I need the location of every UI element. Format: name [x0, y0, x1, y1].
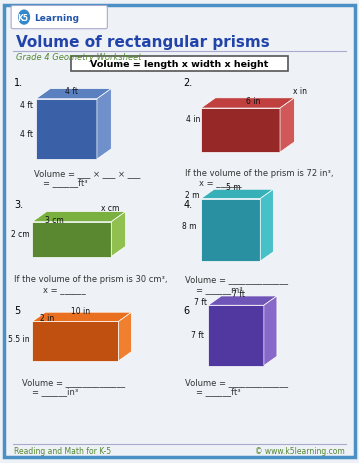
- Text: Volume = ______________: Volume = ______________: [22, 377, 125, 386]
- Text: 4 ft: 4 ft: [20, 100, 33, 110]
- FancyBboxPatch shape: [11, 6, 107, 30]
- Text: 6: 6: [183, 305, 189, 315]
- FancyBboxPatch shape: [4, 6, 355, 457]
- Polygon shape: [32, 222, 111, 257]
- Text: 3.: 3.: [14, 200, 23, 210]
- Text: Grade 4 Geometry Worksheet: Grade 4 Geometry Worksheet: [16, 53, 142, 62]
- Text: Volume = ___ × ___ × ___: Volume = ___ × ___ × ___: [34, 169, 140, 178]
- Text: 2 m: 2 m: [186, 191, 200, 200]
- Text: = ______ft³: = ______ft³: [43, 178, 88, 187]
- Polygon shape: [260, 190, 273, 262]
- Text: 2.: 2.: [183, 77, 192, 88]
- Text: 5: 5: [14, 305, 20, 315]
- Text: K5: K5: [17, 13, 28, 23]
- Text: Volume = length x width x height: Volume = length x width x height: [90, 60, 269, 69]
- Text: If the volume of the prism is 72 in³,: If the volume of the prism is 72 in³,: [185, 169, 334, 178]
- Text: 2 in: 2 in: [40, 313, 55, 323]
- Polygon shape: [118, 313, 131, 361]
- Polygon shape: [36, 100, 97, 160]
- Text: 7 ft: 7 ft: [232, 289, 245, 298]
- Text: x cm: x cm: [101, 204, 119, 213]
- Polygon shape: [201, 199, 260, 262]
- Circle shape: [19, 11, 29, 25]
- Text: 3 cm: 3 cm: [45, 215, 64, 225]
- Text: = ______m³: = ______m³: [196, 284, 242, 294]
- Text: Learning: Learning: [34, 13, 79, 23]
- Text: 2 cm: 2 cm: [11, 230, 30, 239]
- Text: Volume of rectangular prisms: Volume of rectangular prisms: [16, 35, 270, 50]
- Text: 7 ft: 7 ft: [191, 330, 204, 339]
- Polygon shape: [111, 212, 126, 257]
- Text: x = ______: x = ______: [43, 284, 86, 294]
- Polygon shape: [280, 99, 294, 153]
- Text: 4.: 4.: [183, 200, 192, 210]
- Polygon shape: [208, 296, 277, 306]
- Text: x in: x in: [293, 87, 307, 96]
- Text: © www.k5learning.com: © www.k5learning.com: [255, 446, 345, 455]
- Text: 10 in: 10 in: [71, 307, 90, 316]
- Text: 5 m: 5 m: [226, 182, 241, 192]
- Polygon shape: [201, 99, 294, 109]
- Polygon shape: [32, 212, 126, 222]
- Text: = ______in³: = ______in³: [32, 387, 79, 396]
- Text: x = ______: x = ______: [199, 178, 242, 187]
- Text: 6 in: 6 in: [246, 96, 260, 106]
- Polygon shape: [264, 296, 277, 366]
- Polygon shape: [32, 322, 118, 361]
- Text: 4 ft: 4 ft: [20, 130, 33, 139]
- Text: = ______ft³: = ______ft³: [196, 387, 240, 396]
- Text: 5.5 in: 5.5 in: [8, 334, 30, 344]
- Text: 1.: 1.: [14, 77, 23, 88]
- Text: 7 ft: 7 ft: [194, 297, 207, 307]
- Text: Volume = ______________: Volume = ______________: [185, 275, 288, 284]
- Text: 4 ft: 4 ft: [65, 87, 78, 96]
- Text: Reading and Math for K-5: Reading and Math for K-5: [14, 446, 112, 455]
- Polygon shape: [208, 306, 264, 366]
- FancyBboxPatch shape: [71, 57, 288, 72]
- Text: 4 in: 4 in: [186, 115, 200, 124]
- Polygon shape: [201, 190, 273, 199]
- Polygon shape: [32, 313, 131, 322]
- Text: Volume = ______________: Volume = ______________: [185, 377, 288, 386]
- Polygon shape: [201, 109, 280, 153]
- Polygon shape: [36, 89, 111, 100]
- Text: If the volume of the prism is 30 cm³,: If the volume of the prism is 30 cm³,: [14, 275, 168, 284]
- Text: 8 m: 8 m: [182, 221, 196, 231]
- Polygon shape: [97, 89, 111, 160]
